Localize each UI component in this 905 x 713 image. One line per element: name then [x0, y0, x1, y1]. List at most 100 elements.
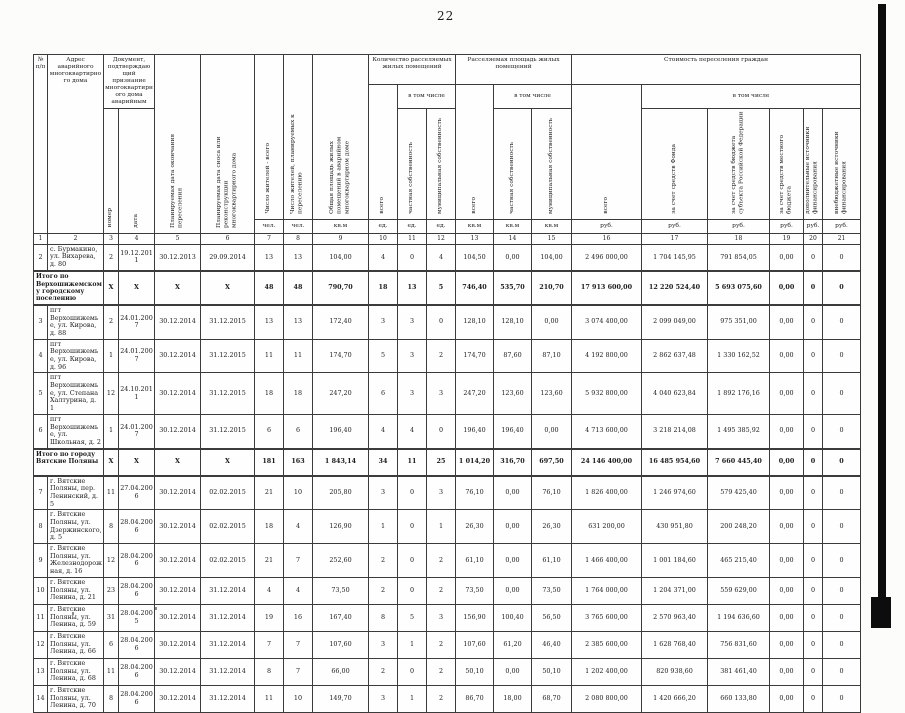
cell: 30.12.2014: [154, 413, 201, 450]
cell: 28.04.2006: [118, 509, 155, 545]
cell: 12: [103, 543, 119, 578]
cell: 2: [426, 657, 456, 686]
cell: 0: [821, 475, 862, 511]
col-number: 14: [493, 232, 532, 245]
cell: X: [103, 270, 119, 306]
cell: 6: [283, 413, 313, 450]
cell: 13: [254, 243, 284, 272]
cell: 18: [283, 372, 313, 415]
cell: 0,00: [769, 543, 804, 578]
resettlement-table: № п/п Адрес аварийного многоквартирного …: [33, 54, 862, 713]
col-number: 10: [368, 232, 398, 245]
header-row-number: № п/п: [33, 54, 48, 234]
unit-cell: чел.: [254, 218, 284, 234]
cell: 30.12.2014: [154, 304, 201, 340]
cell: 0: [803, 576, 823, 605]
cell: 0: [803, 684, 823, 713]
cell: 1 001 184,60: [641, 543, 708, 578]
cell: 5: [397, 603, 427, 632]
cell: 13: [254, 304, 284, 340]
cell: 0,00: [769, 475, 804, 511]
cell: 61,10: [531, 543, 572, 578]
cell: г. Вятские Поляны, ул. Ленина, д. 21: [47, 576, 104, 605]
cell: 0: [397, 475, 427, 511]
unit-cell: кв.м: [455, 218, 494, 234]
cell: 31.12.2015: [200, 304, 255, 340]
cell: 4: [426, 243, 456, 272]
cell: 0: [821, 372, 862, 415]
header-area-municipal: муниципальная собственность: [531, 107, 572, 220]
cell: г. Вятские Поляны, ул. Железнодорожная, …: [47, 543, 104, 578]
col-number: 2: [47, 232, 104, 245]
cell: 7: [33, 475, 48, 511]
col-number: 9: [312, 232, 369, 245]
cell: 0,00: [769, 657, 804, 686]
cell: 11: [254, 684, 284, 713]
cell: 28.04.2006: [118, 543, 155, 578]
cell: 579 425,40: [707, 475, 770, 511]
cell: 50,10: [455, 657, 494, 686]
cell: 0,00: [493, 576, 532, 605]
cell: 316,70: [493, 447, 532, 477]
total-row: Итого по городу Вятские Поляны X X X X 181 163…: [33, 447, 862, 477]
header-doc-date: дата: [118, 107, 155, 234]
cell: 181: [254, 447, 284, 477]
table-row: 9 г. Вятские Поляны, ул. Железнодорожная,…: [33, 543, 862, 578]
cell: 1 843,14: [312, 447, 369, 477]
table-row: 5 пгт Верхошижемье, ул. Степана Халтурина…: [33, 372, 862, 415]
cell: 4 040 623,84: [641, 372, 708, 415]
cell: 0: [821, 630, 862, 659]
cell: г. Вятские Поляны, ул. Ленина, д. 59: [47, 603, 104, 632]
cell: 0,00: [769, 630, 804, 659]
unit-cell: руб.: [641, 218, 708, 234]
cell: 126,90: [312, 509, 369, 545]
unit-cell: ед.: [426, 218, 456, 234]
cell: 1 194 636,60: [707, 603, 770, 632]
cell: 19.12.2011: [118, 243, 155, 272]
cell: 0: [803, 413, 823, 450]
cell: 8: [254, 657, 284, 686]
header-count-private: частная собственность: [397, 107, 427, 220]
cell: 0,00: [769, 509, 804, 545]
cell: 0: [803, 543, 823, 578]
cell: 31.12.2014: [200, 657, 255, 686]
cell: 4: [283, 576, 313, 605]
cell: 247,20: [312, 372, 369, 415]
cell: 18: [254, 372, 284, 415]
cell: 128,10: [455, 304, 494, 340]
cell: 0,00: [493, 243, 532, 272]
cell: 1 704 145,95: [641, 243, 708, 272]
cell: 0: [821, 338, 862, 374]
cell: 535,70: [493, 270, 532, 306]
cell: X: [200, 270, 255, 306]
header-area-including: в том числе: [493, 84, 572, 109]
cell: 107,60: [312, 630, 369, 659]
cell: 34: [368, 447, 398, 477]
cell: 28.04.2005: [118, 603, 155, 632]
cell: 9: [33, 543, 48, 578]
col-number: 16: [571, 232, 642, 245]
page-number: 22: [437, 9, 455, 23]
cell: 149,70: [312, 684, 369, 713]
cell: 46,40: [531, 630, 572, 659]
cell: 0: [821, 413, 862, 450]
cell: 7: [283, 630, 313, 659]
cell: 3: [368, 630, 398, 659]
cell: 1 330 162,52: [707, 338, 770, 374]
cell: 30.12.2013: [154, 243, 201, 272]
table-body: 2 с. Бурмакино, ул. Вихарева, д. 80 2 19.12…: [33, 243, 862, 713]
header-doc-number: номер: [103, 107, 119, 234]
cell: 2: [426, 338, 456, 374]
cell: 5 693 075,60: [707, 270, 770, 306]
cell: 24.01.2007: [118, 304, 155, 340]
cell: 8: [103, 684, 119, 713]
cell: 252,60: [312, 543, 369, 578]
cell: X: [118, 447, 155, 477]
col-number: 1: [33, 232, 48, 245]
cell: г. Вятские Поляны, ул. Ленина, д. 66: [47, 630, 104, 659]
cell: 28.04.2006: [118, 576, 155, 605]
cell: 3: [426, 372, 456, 415]
cell: г. Вятские Поляны, ул. Ленина, д. 68: [47, 657, 104, 686]
cell: 10: [283, 475, 313, 511]
cell: 163: [283, 447, 313, 477]
